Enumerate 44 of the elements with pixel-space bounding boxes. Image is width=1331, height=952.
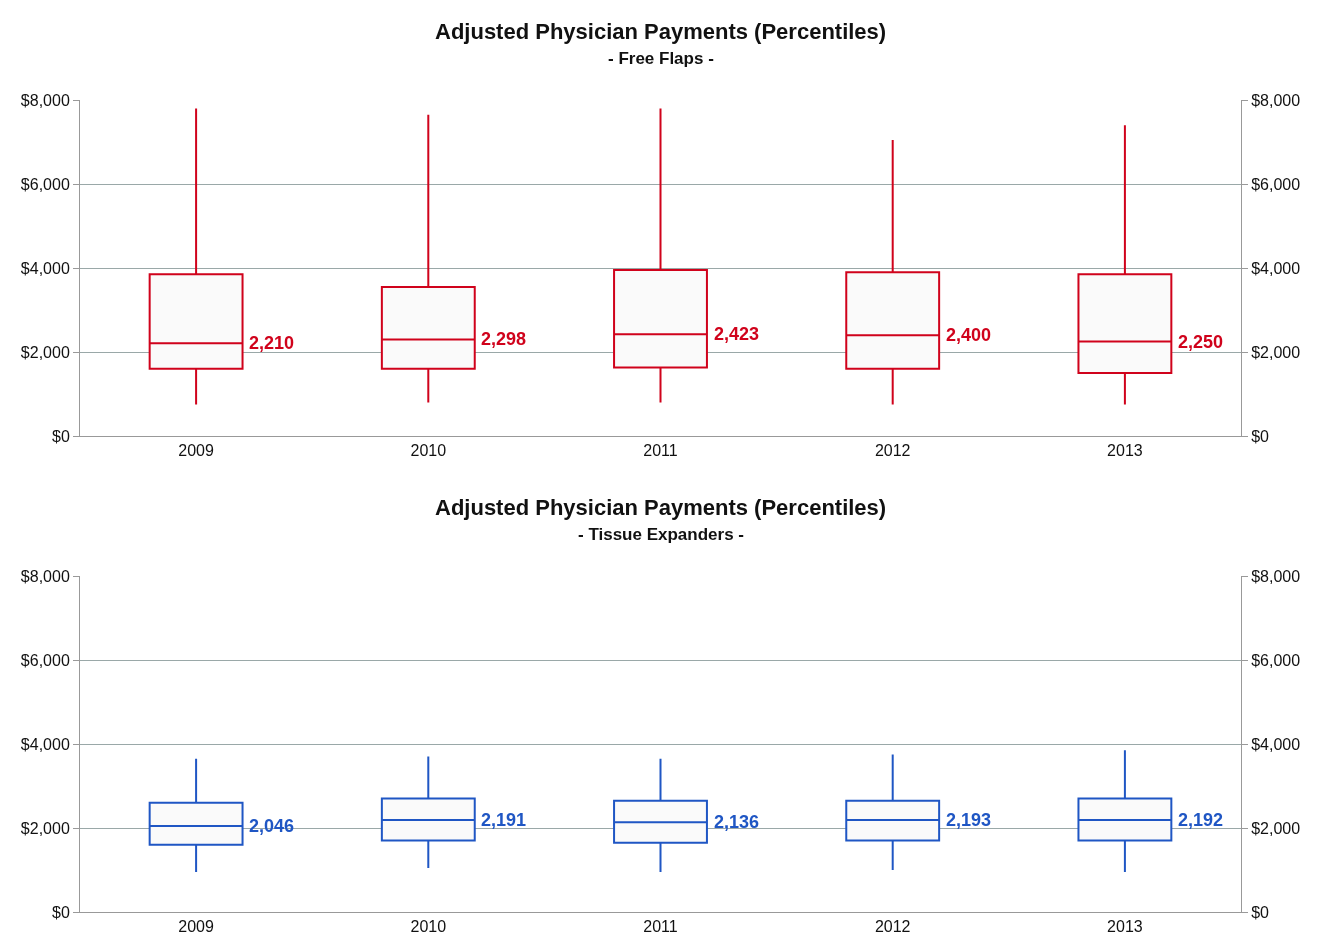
y2-tick-label: $6,000 [1251,175,1301,193]
annotation: 2,423 [714,324,760,344]
y-tick-label: $0 [52,427,70,445]
y-tick-label: $8,000 [20,91,70,109]
y2-tick-label: $0 [1251,427,1270,445]
x-tick-label: 2013 [1107,918,1143,936]
chart-subtitle: - Tissue Expanders - [578,525,744,544]
chart-title: Adjusted Physician Payments (Percentiles) [435,19,887,44]
x-tick-label: 2010 [410,918,447,936]
y-tick-label: $6,000 [20,651,70,669]
annotation: 2,046 [249,816,295,836]
x-tick-label: 2012 [874,918,911,936]
y-tick-label: $6,000 [20,175,70,193]
y2-tick-label: $6,000 [1251,651,1301,669]
y2-tick-label: $8,000 [1251,567,1301,585]
y-tick-label: $4,000 [20,735,70,753]
y2-tick-label: $0 [1251,903,1270,921]
y-tick-label: $4,000 [20,259,70,277]
y2-tick-label: $8,000 [1251,91,1301,109]
annotation: 2,210 [249,333,295,353]
annotation: 2,193 [946,810,992,830]
y2-tick-label: $4,000 [1251,259,1301,277]
annotation: 2,400 [946,325,992,345]
x-tick-label: 2011 [643,442,678,460]
annotation: 2,192 [1178,810,1224,830]
x-tick-label: 2013 [1107,442,1143,460]
y2-tick-label: $2,000 [1251,819,1301,837]
y2-tick-label: $2,000 [1251,343,1301,361]
y-tick-label: $8,000 [20,567,70,585]
annotation: 2,298 [481,329,527,349]
y-tick-label: $2,000 [20,343,70,361]
chart-subtitle: - Free Flaps - [608,49,714,68]
x-tick-label: 2009 [178,918,214,936]
annotation: 2,250 [1178,332,1224,352]
annotation: 2,136 [714,812,760,832]
annotation: 2,191 [481,810,527,830]
chart-title: Adjusted Physician Payments (Percentiles) [435,495,887,520]
x-tick-label: 2012 [874,442,911,460]
x-tick-label: 2011 [643,918,678,936]
y-tick-label: $0 [52,903,70,921]
y-tick-label: $2,000 [20,819,70,837]
x-tick-label: 2010 [410,442,447,460]
x-tick-label: 2009 [178,442,214,460]
y2-tick-label: $4,000 [1251,735,1301,753]
